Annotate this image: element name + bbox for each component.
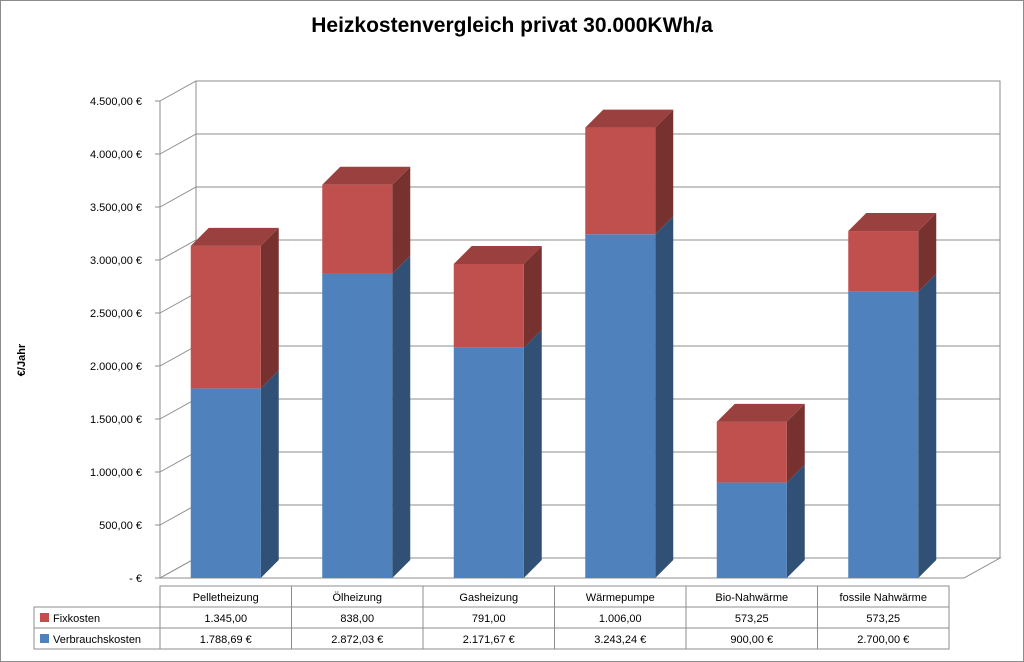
data-label: 900,00 € [730,634,773,646]
bar-side [260,370,279,578]
bar-side [655,109,674,235]
bar-front [322,273,393,578]
bar-side [523,245,542,348]
bar-0-0 [190,370,279,578]
bar-side [918,273,937,578]
data-label: 1.006,00 [599,613,642,625]
legend-swatch [40,634,49,643]
bar-side [392,166,411,274]
y-tick-label: 2.000,00 € [90,361,142,373]
data-label: 2.872,03 € [331,634,383,646]
bar-front [585,234,656,578]
bar-front [716,482,787,578]
data-label: 2.700,00 € [857,634,909,646]
bar-side [523,329,542,578]
bar-5-0 [848,273,937,578]
chart-title: Heizkostenvergleich privat 30.000KWh/a [311,14,713,37]
gridline [159,186,1000,208]
bar-0-1 [190,227,279,389]
y-tick-label: 4.500,00 € [90,96,142,108]
y-tick-label: 1.000,00 € [90,467,142,479]
y-tick-label: 3.000,00 € [90,255,142,267]
y-tick-labels: - € 500,00 € 1.000,00 € 1.500,00 € 2.000,00 … [90,96,142,585]
bar-side [260,227,279,389]
bar-front [322,184,393,274]
bar-side [392,255,411,578]
bar-front [848,231,919,292]
bar-top [585,109,674,128]
bars [190,109,937,578]
y-tick-label: 2.500,00 € [90,308,142,320]
bar-side [655,216,674,578]
category-label: Wärmepumpe [586,592,655,604]
bar-front [453,263,524,348]
data-table: Pelletheizung Ölheizung Gasheizung Wärmepum… [33,585,950,650]
bar-2-0 [453,329,542,578]
bar-5-1 [848,213,937,292]
bar-4-1 [716,403,805,483]
category-label: fossile Nahwärme [840,592,927,604]
bar-top [848,213,937,232]
data-label: 1.345,00 [204,613,247,625]
legend-label: Verbrauchskosten [53,634,141,646]
bar-3-1 [585,109,674,235]
bar-side [786,464,805,578]
bar-front [453,347,524,578]
bar-top [716,403,805,422]
y-tick-label: 3.500,00 € [90,202,142,214]
gridline [159,80,1000,102]
category-label: Bio-Nahwärme [715,592,788,604]
y-tick-label: 1.500,00 € [90,414,142,426]
bar-1-0 [322,255,411,578]
bar-side [918,213,937,292]
bar-top [190,227,279,246]
legend-label: Fixkosten [53,613,100,625]
gridline [159,133,1000,155]
bar-front [848,291,919,578]
legend-swatch [40,613,49,622]
bar-4-0 [716,464,805,578]
category-label: Gasheizung [459,592,518,604]
category-label: Ölheizung [332,592,382,604]
bar-front [190,245,261,389]
bar-top [453,245,542,264]
data-label: 573,25 [735,613,769,625]
data-label: 573,25 [866,613,900,625]
bar-2-1 [453,245,542,348]
bar-front [190,388,261,578]
bar-front [585,127,656,235]
bar-side [786,403,805,483]
bar-front [716,421,787,483]
table-cell [817,627,950,650]
data-label: 838,00 [340,613,374,625]
bar-top [322,166,411,185]
data-label: 1.788,69 € [200,634,252,646]
category-label: Pelletheizung [193,592,259,604]
data-label: 3.243,24 € [594,634,646,646]
data-label: 791,00 [472,613,506,625]
bar-1-1 [322,166,411,274]
gridline [159,239,1000,261]
y-tick-label: 500,00 € [99,520,142,532]
y-tick-label: - € [129,573,142,585]
y-tick-label: 4.000,00 € [90,149,142,161]
bar-3-0 [585,216,674,578]
data-label: 2.171,67 € [463,634,515,646]
